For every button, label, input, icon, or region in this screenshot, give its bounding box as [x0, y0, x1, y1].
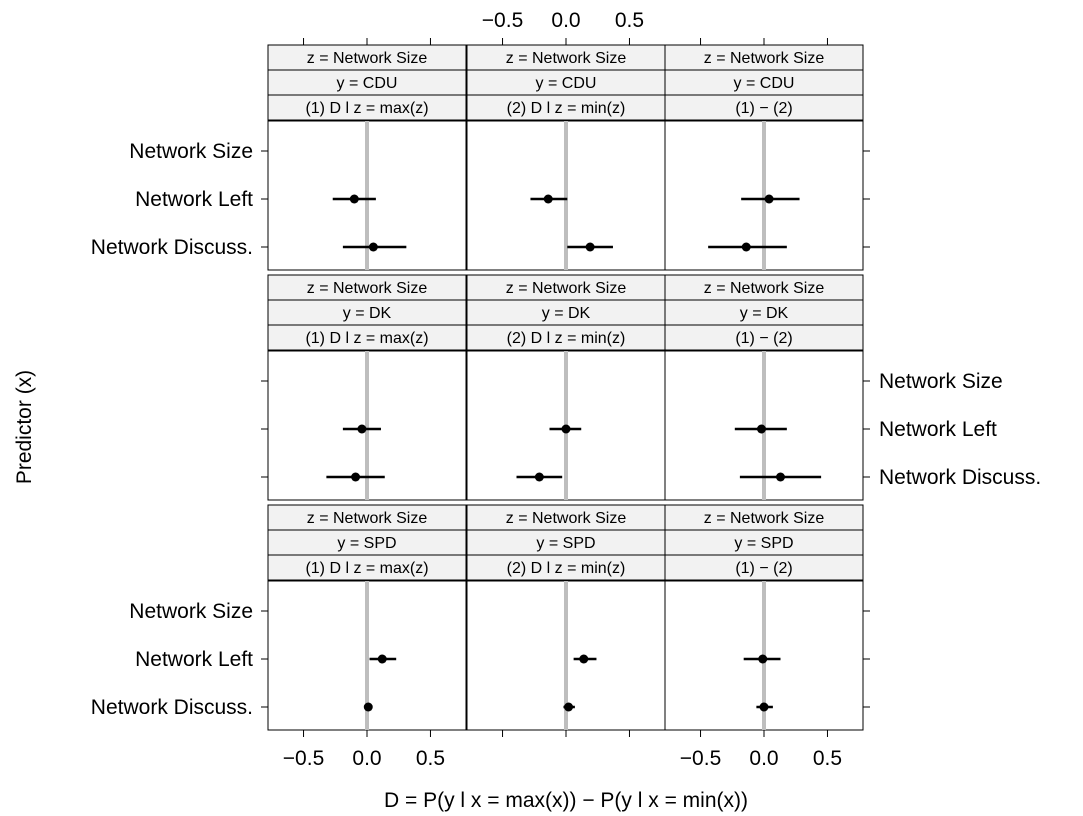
point-estimate	[758, 654, 768, 664]
strip-box	[267, 299, 467, 326]
point-estimate	[561, 424, 571, 434]
y-tick-label: Network Size	[879, 370, 1003, 393]
strip-label: y = DK	[740, 305, 789, 322]
strip-box	[466, 529, 666, 556]
strip-label: (2) D l z = min(z)	[507, 330, 626, 347]
strip-label: y = DK	[343, 305, 392, 322]
strip-label: (1) D l z = max(z)	[305, 560, 428, 577]
strip-label: z = Network Size	[704, 510, 825, 527]
point-estimate	[564, 702, 574, 712]
strip-box	[664, 529, 864, 556]
y-tick-label: Network Discuss.	[879, 466, 1041, 489]
x-tick-label-bottom: 0.5	[813, 747, 842, 770]
point-estimate	[534, 472, 544, 482]
point-estimate	[349, 194, 359, 204]
strip-label: y = CDU	[734, 75, 795, 92]
point-estimate	[585, 242, 595, 252]
strip-box	[267, 324, 467, 351]
y-tick-label: Network Left	[135, 648, 253, 671]
point-estimate	[579, 654, 589, 664]
y-tick-label: Network Discuss.	[91, 236, 253, 259]
strip-label: z = Network Size	[307, 50, 428, 67]
strip-box	[664, 94, 864, 121]
strip-box	[466, 299, 666, 326]
y-tick-label: Network Size	[129, 140, 253, 163]
strip-label: (2) D l z = min(z)	[507, 560, 626, 577]
point-estimate	[543, 194, 553, 204]
x-tick-label-bottom: −0.5	[283, 747, 324, 770]
x-tick-label-bottom: 0.0	[352, 747, 381, 770]
point-estimate	[759, 702, 769, 712]
strip-label: z = Network Size	[307, 510, 428, 527]
point-estimate	[351, 472, 361, 482]
point-estimate	[764, 194, 774, 204]
point-estimate	[741, 242, 751, 252]
strip-box	[267, 44, 467, 71]
point-estimate	[368, 242, 378, 252]
strip-label: (1) − (2)	[735, 330, 792, 347]
y-tick-label: Network Left	[879, 418, 997, 441]
x-axis-label: D = P(y l x = max(x)) − P(y l x = min(x)…	[384, 789, 748, 812]
point-estimate	[756, 424, 766, 434]
x-tick-label-top: 0.5	[615, 9, 644, 32]
point-estimate	[363, 702, 373, 712]
strip-label: y = SPD	[337, 535, 396, 552]
strip-label: y = DK	[542, 305, 591, 322]
strip-label: (1) D l z = max(z)	[305, 100, 428, 117]
strip-label: y = CDU	[337, 75, 398, 92]
strip-box	[664, 324, 864, 351]
strip-box	[664, 554, 864, 581]
strip-label: z = Network Size	[506, 280, 627, 297]
point-estimate	[357, 424, 367, 434]
point-estimate	[776, 472, 785, 482]
x-tick-label-bottom: 0.5	[416, 747, 445, 770]
panels-group: z = Network Size y = CDU (1) D l z = max(z…	[91, 9, 1041, 770]
strip-box	[267, 274, 467, 301]
y-axis-label: Predictor (x)	[13, 370, 36, 484]
strip-box	[267, 554, 467, 581]
x-tick-label-top: 0.0	[551, 9, 580, 32]
x-tick-label-bottom: −0.5	[680, 747, 721, 770]
strip-label: z = Network Size	[506, 510, 627, 527]
strip-box	[664, 504, 864, 531]
strip-box	[267, 94, 467, 121]
strip-label: (1) − (2)	[735, 560, 792, 577]
strip-box	[466, 324, 666, 351]
strip-box	[466, 554, 666, 581]
strip-box	[466, 274, 666, 301]
strip-label: y = SPD	[536, 535, 595, 552]
strip-box	[664, 69, 864, 96]
point-estimate	[377, 654, 387, 664]
x-tick-label-bottom: 0.0	[749, 747, 778, 770]
y-tick-label: Network Size	[129, 600, 253, 623]
strip-label: (1) − (2)	[735, 100, 792, 117]
strip-label: z = Network Size	[704, 50, 825, 67]
strip-box	[267, 504, 467, 531]
strip-label: z = Network Size	[506, 50, 627, 67]
y-tick-label: Network Left	[135, 188, 253, 211]
x-tick-label-top: −0.5	[482, 9, 523, 32]
strip-label: y = CDU	[536, 75, 597, 92]
y-tick-label: Network Discuss.	[91, 696, 253, 719]
strip-box	[267, 69, 467, 96]
strip-box	[664, 299, 864, 326]
strip-label: (2) D l z = min(z)	[507, 100, 626, 117]
strip-label: y = SPD	[734, 535, 793, 552]
strip-label: z = Network Size	[704, 280, 825, 297]
strip-label: (1) D l z = max(z)	[305, 330, 428, 347]
strip-label: z = Network Size	[307, 280, 428, 297]
